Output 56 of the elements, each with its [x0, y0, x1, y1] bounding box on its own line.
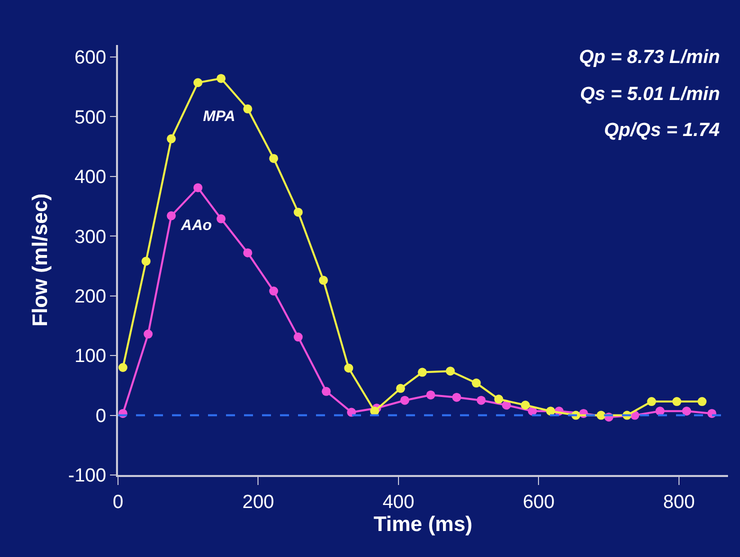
point [322, 386, 331, 396]
point [193, 78, 202, 88]
series-label: AAo [180, 217, 212, 234]
annotation: Qs = 5.01 L/min [580, 84, 720, 105]
point [655, 406, 664, 416]
x-tick-label: 200 [242, 492, 274, 513]
y-tick-label: 100 [74, 346, 106, 368]
point [494, 394, 504, 404]
point [243, 104, 252, 114]
series-label: MPA [203, 108, 236, 125]
point [344, 364, 354, 373]
x-tick-label: 400 [382, 492, 414, 513]
point [396, 384, 406, 393]
point [400, 396, 410, 405]
point [672, 397, 682, 406]
point [446, 366, 455, 376]
point [546, 406, 556, 416]
point [418, 368, 427, 377]
y-tick-label: 200 [74, 286, 106, 308]
point [142, 256, 151, 266]
point [346, 408, 356, 417]
x-axis-title: Time (ms) [374, 512, 472, 536]
point [166, 211, 176, 220]
point [476, 396, 486, 405]
y-tick-label: -100 [68, 466, 106, 487]
point [472, 378, 481, 388]
point [269, 286, 278, 296]
point [426, 390, 436, 400]
x-tick-label: 600 [522, 492, 555, 513]
point [216, 74, 226, 83]
point [294, 208, 303, 217]
point [318, 276, 328, 285]
point [596, 410, 606, 420]
x-tick-label: 0 [112, 492, 124, 513]
point [647, 397, 656, 406]
point [243, 248, 252, 258]
point [294, 332, 303, 342]
point [193, 183, 202, 192]
annotation: Qp = 8.73 L/min [579, 47, 720, 68]
y-tick-label: 600 [74, 48, 106, 69]
y-tick-label: 500 [74, 107, 106, 128]
y-tick-label: 400 [74, 167, 106, 188]
y-tick-label: 300 [74, 226, 106, 248]
point [698, 397, 707, 406]
x-tick-label: 800 [663, 492, 695, 513]
point [166, 134, 176, 144]
point [144, 330, 153, 339]
annotation: Qp/Qs = 1.74 [604, 120, 720, 141]
y-axis-title: Flow (ml/sec) [28, 193, 52, 327]
point [520, 400, 530, 410]
point [118, 363, 128, 372]
point [216, 214, 226, 224]
point [269, 154, 278, 163]
point [682, 406, 692, 416]
point [452, 392, 462, 402]
y-tick-label: 0 [96, 406, 106, 427]
